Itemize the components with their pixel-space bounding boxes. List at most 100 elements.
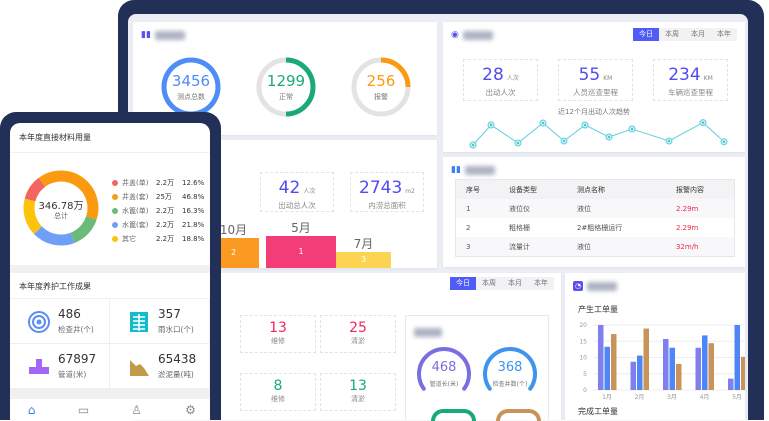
trend-point-dot (542, 122, 544, 124)
result-value: 67897 (58, 352, 97, 366)
trend-point-dot (490, 124, 492, 126)
stat-value: 25 (349, 320, 367, 336)
y-tick-label: 5 (583, 371, 587, 378)
trend-point-dot (563, 140, 565, 142)
maintenance-tabs: 今日 本周 本月 本年 (450, 277, 554, 290)
alarm-card: ▮▮ 序号 设备类型 测点名称 报警内容 1 液位仪 液位 2.29m 2 粗格栅 2#粗格栅运行 2… (443, 157, 745, 267)
legend-amount: 2.2万 (156, 221, 175, 229)
dashboard-screen: ▮▮ 3456 测点总数 1299 正常 256 报警 ◉ 今日 本周 本月 本年 2… (128, 14, 748, 421)
x-tick-label: 4月 (700, 394, 710, 401)
tab-week[interactable]: 本周 (659, 28, 685, 41)
ring-value: 3456 (171, 72, 211, 90)
phone-screen: 本年度直接材料用量 346.78万 总计 井盖(单) 2.2万 12.6% 井盖(套)… (10, 123, 210, 420)
maintenance-stat: 25 清淤 (320, 315, 396, 353)
trend-point-dot (517, 142, 519, 144)
bar-chart-icon: ▮▮ (451, 165, 461, 175)
bar (669, 347, 675, 390)
arc-gauge-partial (431, 409, 476, 421)
result-cell: 65438 淤泥量(吨) (110, 344, 210, 389)
tab-today[interactable]: 今日 (450, 277, 476, 290)
table-cell: 流量计 (498, 237, 567, 256)
arc-gauge-shape (483, 347, 537, 391)
ring-label: 正常 (279, 93, 293, 101)
ring-label: 测点总数 (177, 93, 205, 101)
ring-stat: 3456 测点总数 (160, 56, 222, 118)
gauge-label: 管道长(米) (429, 381, 459, 388)
patrol-tabs: 今日 本周 本月 本年 (633, 28, 737, 41)
manhole-icon (28, 311, 50, 333)
table-cell: 液位仪 (498, 199, 567, 218)
card-title-blurred (464, 165, 495, 175)
stat-value: 13 (349, 378, 367, 394)
tab-month[interactable]: 本月 (502, 277, 528, 290)
patrol-stat: 234 KM 车辆巡查里程 (653, 59, 728, 101)
bar (702, 335, 708, 390)
patrol-card: ◉ 今日 本周 本月 本年 28 人次 出动人次 55 KM 人员巡查里程 234 KM 车… (443, 22, 745, 152)
table-cell: 3 (456, 237, 499, 256)
legend-dot (112, 180, 118, 186)
table-cell: 2.29m (675, 223, 699, 232)
legend-item: 水篦(套) 2.2万 21.8% (112, 220, 207, 230)
tab-today[interactable]: 今日 (633, 28, 659, 41)
tab-week[interactable]: 本周 (476, 277, 502, 290)
home-icon[interactable]: ⌂ (27, 403, 36, 417)
patrol-stat: 28 人次 出动人次 (463, 59, 538, 101)
table-cell: 1 (456, 199, 499, 218)
materials-donut (23, 170, 99, 246)
legend-item: 井盖(套) 25万 46.8% (112, 192, 207, 202)
result-label: 雨水口(个) (158, 325, 194, 334)
legend-item: 井盖(单) 2.2万 12.6% (112, 178, 207, 188)
tab-year[interactable]: 本年 (528, 277, 554, 290)
donut-slice (38, 170, 99, 220)
tab-month[interactable]: 本月 (685, 28, 711, 41)
workorder-card: ◔ 产生工单量 0 5 10 15 20 1月 2月 3月 4月 5月 完成工单量 (565, 273, 745, 420)
rank-month: 5月 (291, 221, 311, 235)
alarm-table: 序号 设备类型 测点名称 报警内容 1 液位仪 液位 2.29m 2 粗格栅 2#粗格栅运行 2.29… (455, 179, 735, 257)
user-icon[interactable]: ♙ (131, 403, 142, 417)
column-header: 序号 (456, 180, 499, 199)
result-label: 管道(米) (58, 370, 87, 379)
table-row[interactable]: 2 粗格栅 2#粗格栅运行 2.29m (456, 218, 734, 237)
ring-stat: 1299 正常 (255, 56, 317, 118)
ring-stat: 256 报警 (350, 56, 412, 118)
stat-value: 28 (482, 65, 504, 85)
column-header: 报警内容 (665, 180, 734, 199)
column-header: 测点名称 (566, 180, 666, 199)
gauge-value: 368 (497, 360, 523, 375)
tab-year[interactable]: 本年 (711, 28, 737, 41)
legend-percent: 21.8% (182, 221, 205, 229)
message-icon[interactable]: ▭ (77, 403, 90, 417)
x-tick-label: 5月 (732, 394, 742, 401)
stat-label: 车辆巡查里程 (668, 88, 713, 97)
arc-gauge: 468 管道长(米) (416, 346, 472, 402)
donut-slice (23, 198, 43, 234)
result-cell: 357 雨水口(个) (110, 299, 210, 344)
grate-icon (128, 311, 150, 333)
bar (741, 356, 745, 390)
panel-title-blurred (414, 328, 442, 337)
table-cell: 液位 (566, 237, 666, 256)
result-label: 检查井(个) (58, 325, 94, 334)
gauge-value: 468 (431, 360, 457, 375)
legend-percent: 46.8% (182, 193, 205, 201)
trend-point-dot (668, 140, 670, 142)
ring-value: 1299 (266, 72, 306, 90)
card-title-blurred (154, 30, 185, 40)
second-chart-title: 完成工单量 (578, 407, 618, 416)
bar (708, 343, 714, 390)
table-cell: 2 (466, 223, 471, 232)
maintenance-stat: 13 维修 (240, 315, 316, 353)
legend-item: 其它 2.2万 18.8% (112, 234, 207, 244)
settings-icon[interactable]: ⚙ (185, 403, 196, 417)
table-row[interactable]: 3 流量计 液位 32m/h (456, 237, 734, 256)
bar (734, 325, 740, 390)
stat-label: 人员巡查里程 (573, 88, 618, 97)
trend-title: 近12个月出动人次趋势 (558, 108, 630, 116)
bar (728, 378, 734, 390)
bar (643, 328, 649, 390)
stat-unit: 人次 (303, 188, 316, 195)
table-cell: 2#粗格栅运行 (576, 223, 623, 232)
result-value: 486 (58, 307, 81, 321)
legend-dot (112, 222, 118, 228)
table-row[interactable]: 1 液位仪 液位 2.29m (456, 199, 734, 218)
